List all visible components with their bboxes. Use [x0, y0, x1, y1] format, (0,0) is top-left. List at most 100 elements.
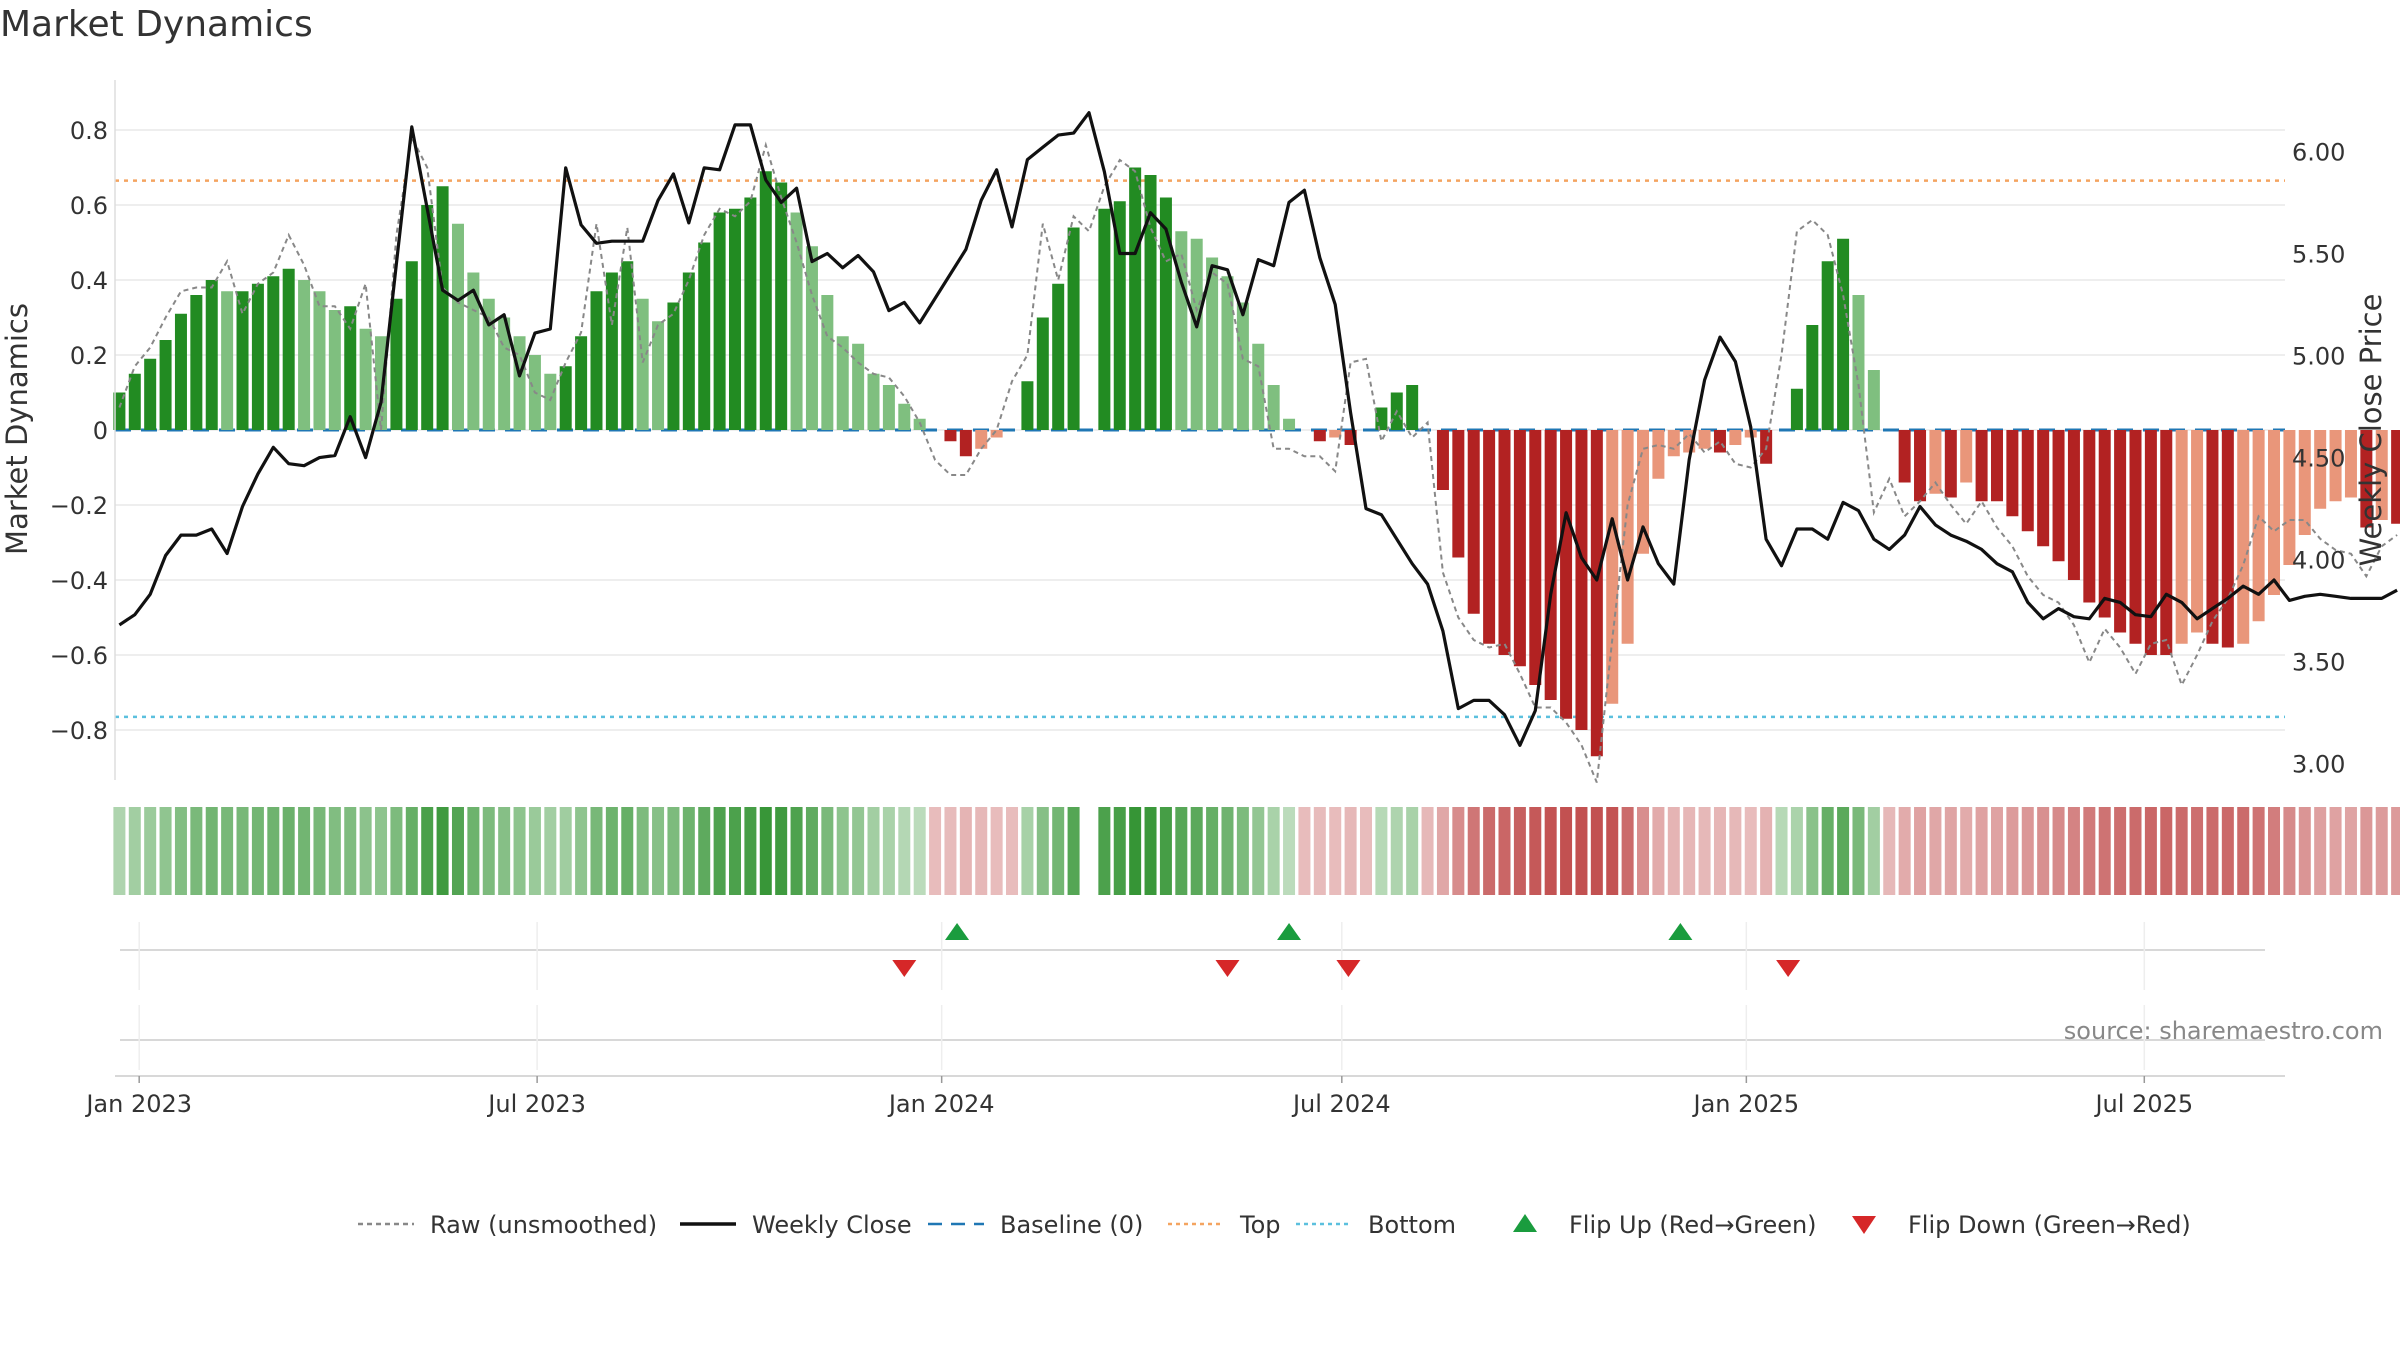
strip-cell	[1036, 807, 1049, 895]
momentum-bar	[2114, 430, 2127, 633]
strip-cell	[436, 807, 449, 895]
momentum-bar	[652, 321, 665, 430]
y2-tick-label: 4.50	[2292, 445, 2345, 473]
strip-cell	[1590, 807, 1603, 895]
x-tick-label: Jan 2025	[1691, 1090, 1799, 1118]
strip-cell	[2283, 807, 2296, 895]
y2-tick-label: 3.50	[2292, 649, 2345, 677]
momentum-bar	[775, 182, 788, 430]
strip-cell	[1129, 807, 1142, 895]
y2-tick-label: 6.00	[2292, 138, 2345, 166]
strip-cell	[559, 807, 572, 895]
flip-down-marker	[1776, 960, 1801, 977]
strip-cell	[2021, 807, 2034, 895]
momentum-bar	[144, 358, 157, 430]
momentum-bar	[1175, 231, 1188, 430]
strip-cell	[1175, 807, 1188, 895]
strip-cell	[1683, 807, 1696, 895]
momentum-bar	[344, 306, 357, 430]
strip-cell	[375, 807, 388, 895]
strip-cell	[682, 807, 695, 895]
momentum-bar	[174, 313, 187, 430]
momentum-bar	[1375, 407, 1388, 430]
flip-up-marker	[945, 923, 970, 940]
momentum-bar	[205, 280, 218, 430]
strip-cell	[1929, 807, 1942, 895]
momentum-bar	[2083, 430, 2096, 603]
strip-cell	[2191, 807, 2204, 895]
strip-cell	[390, 807, 403, 895]
strip-cell	[1298, 807, 1311, 895]
momentum-bar	[1021, 381, 1034, 430]
y2-tick-label: 3.00	[2292, 751, 2345, 779]
flip-up-marker	[1668, 923, 1693, 940]
strip-cell	[728, 807, 742, 895]
y-tick-label: 0.6	[70, 192, 108, 220]
strip-cell	[1806, 807, 1819, 895]
regime-strip	[113, 807, 2400, 895]
strip-cell	[1744, 807, 1757, 895]
momentum-bar	[2344, 430, 2357, 498]
strip-cell	[1760, 807, 1773, 895]
momentum-bar	[667, 302, 680, 430]
strip-cell	[421, 807, 434, 895]
legend-label: Top	[1239, 1211, 1281, 1239]
momentum-bar	[1313, 430, 1326, 442]
strip-cell	[1775, 807, 1788, 895]
legend-item: Baseline (0)	[928, 1211, 1143, 1239]
y-tick-label: −0.4	[50, 567, 108, 595]
momentum-bar	[1575, 430, 1588, 730]
strip-cell	[1498, 807, 1511, 895]
momentum-bar	[2237, 430, 2250, 644]
strip-cell	[1914, 807, 1927, 895]
strip-cell	[2314, 807, 2327, 895]
x-tick-label: Jul 2024	[1291, 1090, 1391, 1118]
strip-cell	[1575, 807, 1588, 895]
strip-cell	[1406, 807, 1419, 895]
close-series	[118, 111, 2398, 747]
strip-cell	[359, 807, 372, 895]
momentum-bar	[436, 186, 449, 430]
strip-cell	[575, 807, 588, 895]
momentum-bar	[359, 328, 372, 430]
legend-label: Flip Down (Green→Red)	[1908, 1211, 2191, 1239]
legend-item: Raw (unsmoothed)	[358, 1211, 657, 1239]
momentum-bar	[236, 291, 249, 430]
momentum-bar	[2160, 430, 2173, 655]
y-tick-label: 0.2	[70, 342, 108, 370]
strip-cell	[1821, 807, 1834, 895]
momentum-bar	[467, 272, 480, 430]
momentum-bar	[959, 430, 972, 457]
strip-cell	[1375, 807, 1388, 895]
momentum-bar	[1867, 370, 1880, 430]
momentum-bar	[2298, 430, 2311, 535]
momentum-bar	[636, 298, 649, 430]
momentum-bar	[1436, 430, 1449, 490]
strip-cell	[2268, 807, 2281, 895]
legend-label: Flip Up (Red→Green)	[1569, 1211, 1817, 1239]
momentum-bar	[2144, 430, 2157, 655]
momentum-bar	[836, 336, 849, 430]
momentum-bar	[2221, 430, 2234, 648]
strip-cell	[775, 807, 788, 895]
momentum-bar	[1652, 430, 1665, 479]
y-tick-label: 0.4	[70, 267, 108, 295]
momentum-bar	[513, 336, 526, 430]
momentum-bar	[621, 261, 634, 430]
momentum-bar	[2329, 430, 2342, 502]
momentum-bar	[1606, 430, 1619, 704]
strip-cell	[2298, 807, 2311, 895]
momentum-bar	[313, 291, 326, 430]
strip-cell	[1837, 807, 1850, 895]
strip-cell	[1067, 807, 1080, 895]
strip-cell	[698, 807, 711, 895]
momentum-bar	[190, 295, 203, 430]
x-tick-label: Jul 2023	[486, 1090, 586, 1118]
x-tick-label: Jan 2023	[84, 1090, 192, 1118]
strip-cell	[1529, 807, 1542, 895]
momentum-bar	[2206, 430, 2219, 644]
momentum-bar	[498, 317, 511, 430]
strip-cell	[2206, 807, 2219, 895]
strip-cell	[1944, 807, 1957, 895]
momentum-bar	[1698, 430, 1711, 449]
